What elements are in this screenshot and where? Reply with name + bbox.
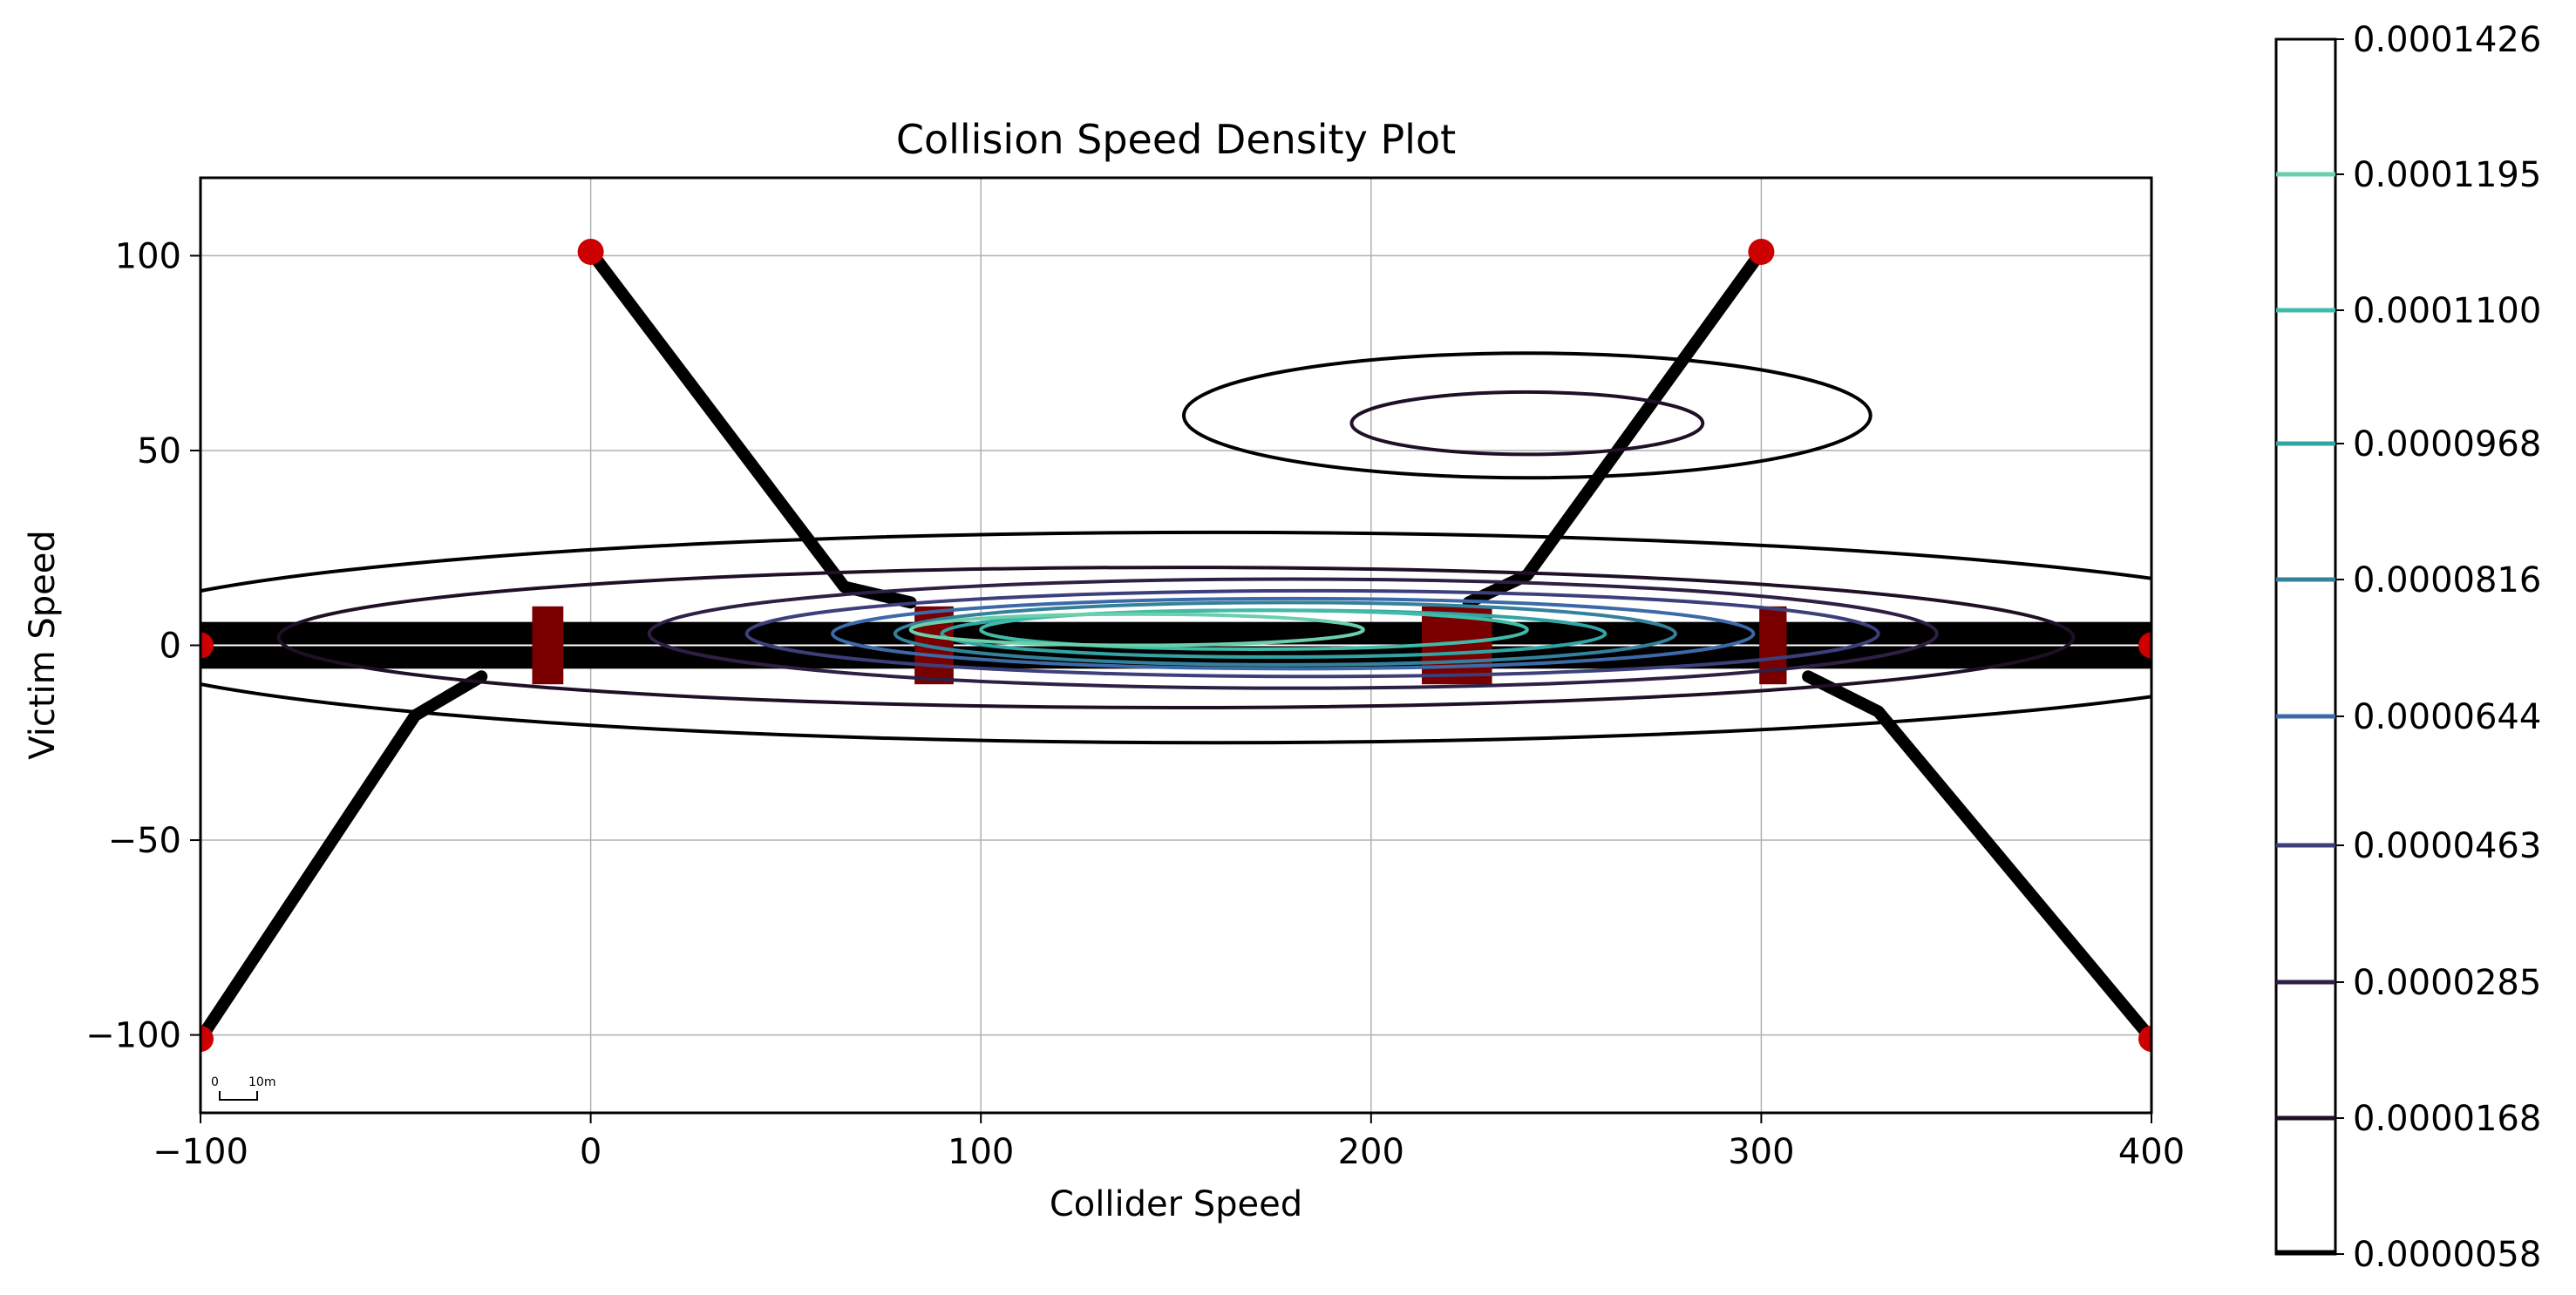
chart-title: Collision Speed Density Plot [896, 116, 1456, 163]
x-tick-label: 100 [948, 1132, 1014, 1172]
scale-bar-start-label: 0 [211, 1075, 219, 1089]
x-tick-label: 0 [580, 1132, 602, 1172]
colorbar-tick-label: 0.0000644 [2353, 697, 2541, 737]
contour-line [908, 612, 1365, 648]
path-segment [584, 245, 917, 609]
colorbar-tick-label: 0.0001195 [2353, 155, 2541, 195]
contour-line [1349, 390, 1705, 457]
colorbar-tick-label: 0.0000168 [2353, 1099, 2541, 1139]
y-tick-label: 100 [115, 236, 181, 276]
colorbar-tick-label: 0.0000968 [2353, 424, 2541, 464]
path-marker [1748, 238, 1775, 265]
path-marker [2138, 1026, 2151, 1053]
x-tick-label: 300 [1728, 1132, 1794, 1172]
x-axis-label: Collider Speed [1050, 1184, 1302, 1224]
contour-line [276, 566, 2076, 710]
scale-bar: 0 10m [211, 1075, 275, 1101]
y-tick-label: 0 [160, 627, 181, 667]
contour-line [744, 588, 1880, 679]
contour-line [201, 530, 2151, 745]
y-axis: 100 50 0 −50 −100 [85, 236, 201, 1056]
path-markers [201, 238, 2151, 1053]
contour-line [831, 596, 1756, 671]
path-marker [201, 1026, 214, 1053]
colorbar-tick-label: 0.0000816 [2353, 560, 2541, 600]
contour-line [1181, 351, 1873, 480]
path-marker [201, 632, 214, 659]
contour-line [979, 608, 1529, 651]
colorbar-tick-label: 0.0001100 [2353, 291, 2541, 331]
path-marker [577, 238, 604, 265]
y-tick-label: −50 [108, 821, 181, 861]
x-axis: −100 0 100 200 300 400 [153, 1113, 2185, 1172]
scale-bar-end-label: 10m [248, 1075, 275, 1089]
path-segment [201, 670, 488, 1046]
colorbar-tick-label: 0.0000058 [2353, 1235, 2541, 1275]
path-marker [2138, 632, 2151, 659]
contour-line [647, 577, 1939, 690]
y-tick-label: 50 [137, 431, 181, 471]
colorbar-tick-label: 0.0001426 [2353, 20, 2541, 60]
colorbar: 0.0000058 0.0000168 0.0000285 0.0000463 0.00… [2274, 20, 2541, 1275]
colorbar-frame [2274, 37, 2337, 1256]
y-tick-label: −100 [85, 1016, 181, 1056]
path-segment [1802, 670, 2151, 1046]
y-axis-label: Victim Speed [23, 530, 63, 759]
colorbar-tick-label: 0.0000463 [2353, 826, 2541, 866]
contour-line [893, 600, 1677, 667]
x-tick-label: 400 [2118, 1132, 2185, 1172]
x-tick-label: 200 [1338, 1132, 1404, 1172]
colorbar-tick-label: 0.0000285 [2353, 963, 2541, 1003]
x-tick-label: −100 [153, 1132, 248, 1172]
vehicle-block [532, 606, 564, 685]
density-contours [201, 351, 2151, 745]
